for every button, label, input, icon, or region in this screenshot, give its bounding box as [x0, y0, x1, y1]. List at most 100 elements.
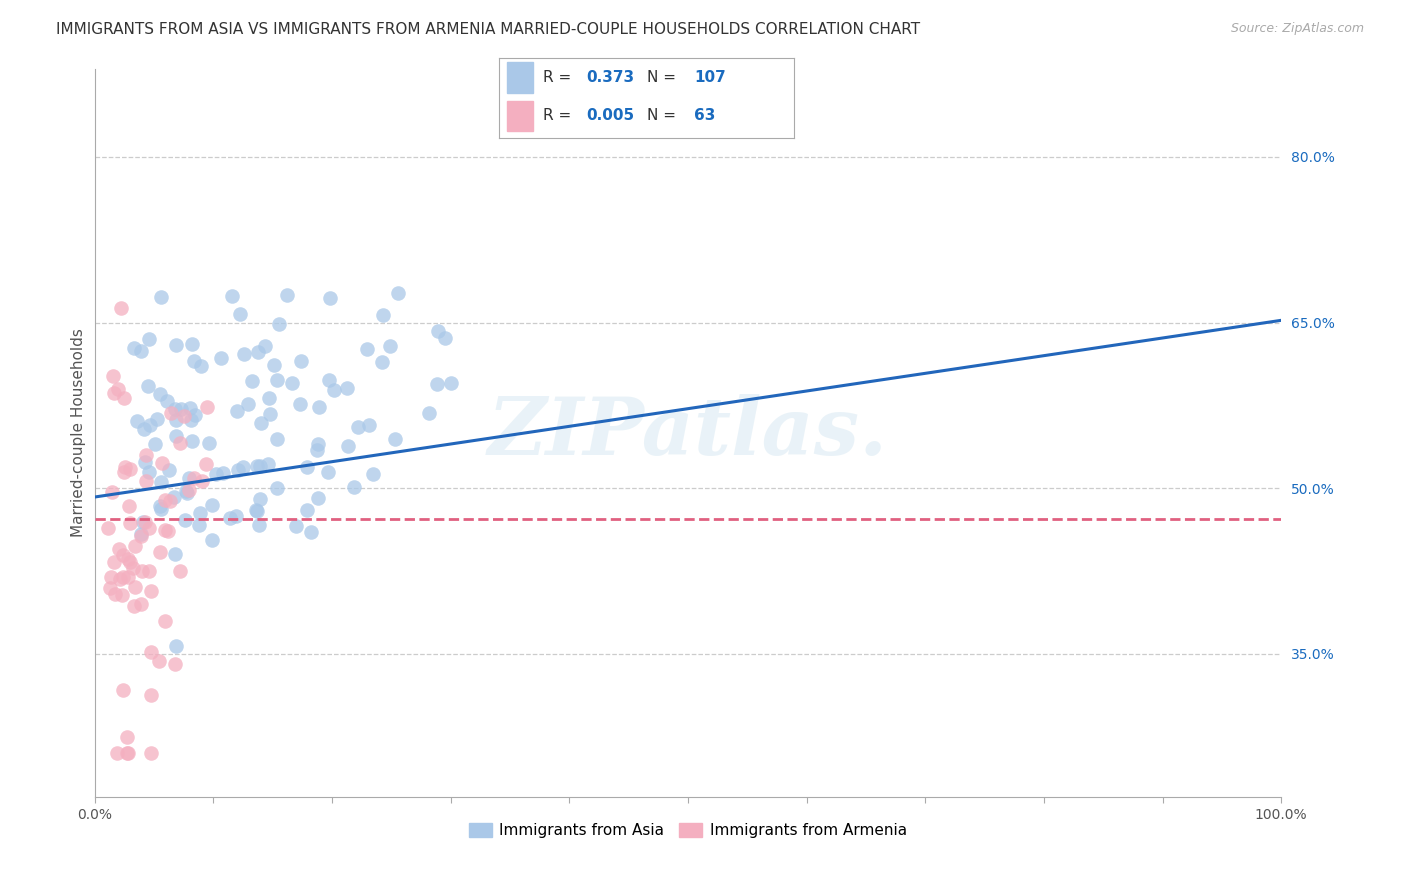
Point [155, 493, 177, 508]
Point [373, 309, 395, 323]
Point [145, 412, 167, 426]
Point [249, 458, 271, 473]
Point [153, 614, 176, 628]
Point [110, 573, 132, 587]
Point [135, 449, 157, 463]
Point [115, 731, 138, 745]
Point [188, 506, 211, 520]
Point [169, 435, 191, 450]
Point [112, 391, 135, 405]
Legend: Immigrants from Asia, Immigrants from Armenia: Immigrants from Asia, Immigrants from Ar… [463, 817, 914, 845]
Point [205, 467, 228, 481]
Point [160, 406, 183, 420]
Point [117, 569, 139, 583]
Point [120, 516, 142, 530]
Point [356, 342, 378, 356]
Point [238, 396, 260, 410]
Point [191, 474, 214, 488]
Point [181, 434, 204, 448]
Point [250, 417, 273, 431]
Point [104, 587, 127, 601]
Point [110, 301, 132, 316]
Text: ZIPatlas.: ZIPatlas. [488, 394, 889, 472]
Point [426, 376, 449, 391]
Point [256, 457, 278, 471]
Point [195, 401, 218, 415]
Point [285, 518, 308, 533]
Point [246, 504, 269, 518]
Text: R =: R = [543, 70, 576, 85]
Point [112, 549, 135, 563]
Text: IMMIGRANTS FROM ASIA VS IMMIGRANTS FROM ARMENIA MARRIED-COUPLE HOUSEHOLDS CORREL: IMMIGRANTS FROM ASIA VS IMMIGRANTS FROM … [56, 22, 921, 37]
Point [141, 688, 163, 702]
Point [212, 466, 235, 480]
Point [336, 381, 359, 395]
Point [100, 570, 122, 584]
Point [249, 492, 271, 507]
Point [225, 509, 247, 524]
Point [180, 336, 202, 351]
Text: Source: ZipAtlas.com: Source: ZipAtlas.com [1230, 22, 1364, 36]
Point [125, 414, 148, 428]
Point [165, 547, 187, 561]
Point [134, 515, 156, 529]
Text: 63: 63 [695, 108, 716, 123]
Point [323, 383, 346, 397]
Text: R =: R = [543, 108, 576, 123]
Point [253, 338, 276, 352]
Bar [506, 62, 533, 93]
Point [336, 439, 359, 453]
Point [143, 437, 166, 451]
Point [180, 413, 202, 427]
Point [343, 480, 366, 494]
Text: 0.005: 0.005 [586, 108, 634, 123]
Point [201, 533, 224, 547]
Point [124, 599, 146, 614]
Point [266, 481, 288, 495]
Point [139, 645, 162, 659]
Point [247, 517, 270, 532]
Text: N =: N = [647, 70, 676, 85]
Point [107, 542, 129, 557]
Point [194, 457, 217, 471]
Point [183, 353, 205, 368]
Point [152, 456, 174, 470]
Point [124, 539, 146, 553]
Point [149, 499, 172, 513]
Point [129, 597, 152, 611]
Point [156, 394, 179, 409]
Point [219, 511, 242, 525]
Point [229, 307, 252, 321]
Point [290, 354, 312, 368]
Point [165, 413, 187, 427]
Point [163, 490, 186, 504]
Point [418, 406, 440, 420]
Point [184, 409, 207, 423]
Point [297, 503, 319, 517]
Point [440, 376, 463, 391]
Point [118, 555, 141, 569]
Point [111, 588, 134, 602]
Point [101, 368, 124, 383]
Point [384, 432, 406, 446]
Point [112, 465, 135, 479]
Point [174, 513, 197, 527]
Point [267, 318, 290, 332]
Point [135, 474, 157, 488]
Point [124, 580, 146, 594]
Point [170, 401, 193, 416]
Text: 107: 107 [695, 70, 725, 85]
Point [132, 515, 155, 529]
Point [165, 402, 187, 417]
Point [232, 460, 254, 475]
Point [245, 503, 267, 517]
Point [153, 523, 176, 537]
Point [138, 332, 160, 346]
Point [120, 462, 142, 476]
Point [156, 524, 179, 538]
Point [266, 432, 288, 446]
Point [114, 460, 136, 475]
Y-axis label: Married-couple Households: Married-couple Households [72, 328, 86, 537]
Point [276, 288, 298, 302]
Point [100, 485, 122, 500]
